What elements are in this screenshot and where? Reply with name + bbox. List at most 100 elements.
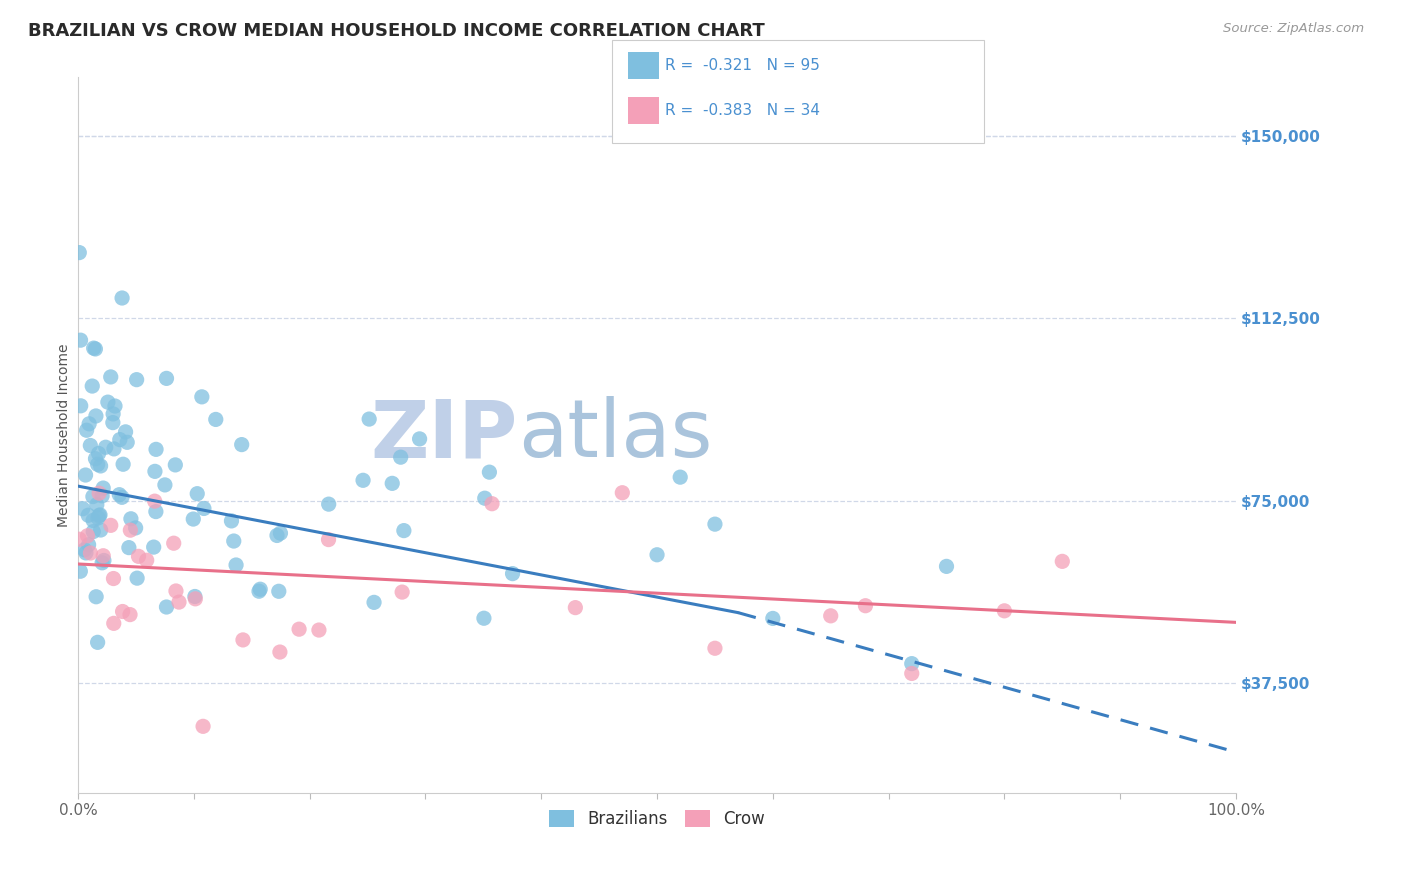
Point <box>91 549 114 563</box>
Point <box>90 458 112 473</box>
Point <box>69 564 91 578</box>
Point <box>101 416 124 430</box>
Point <box>103 616 125 631</box>
Point <box>478 465 501 479</box>
Point <box>1052 554 1074 568</box>
Point <box>86 498 108 512</box>
Point <box>79 438 101 452</box>
Point <box>167 595 190 609</box>
Point <box>111 605 134 619</box>
Point <box>67 533 90 547</box>
Point <box>155 600 177 615</box>
Point <box>90 523 112 537</box>
Point <box>77 538 100 552</box>
Text: R =  -0.321   N = 95: R = -0.321 N = 95 <box>665 58 820 73</box>
Point <box>502 566 524 581</box>
Point <box>900 657 922 671</box>
Point <box>84 409 107 423</box>
Point <box>142 540 165 554</box>
Point <box>389 450 412 465</box>
Point <box>564 600 586 615</box>
Point <box>231 437 253 451</box>
Point <box>391 585 413 599</box>
Point <box>669 470 692 484</box>
Point <box>120 523 142 537</box>
Point <box>125 373 148 387</box>
Point <box>993 604 1015 618</box>
Point <box>191 719 214 733</box>
Point <box>89 508 111 523</box>
Point <box>73 542 96 557</box>
Point <box>318 533 340 547</box>
Point <box>181 512 204 526</box>
Point <box>93 553 115 567</box>
Point <box>124 521 146 535</box>
Point <box>87 486 110 500</box>
Point <box>472 611 495 625</box>
Point <box>84 451 107 466</box>
Point <box>288 622 311 636</box>
Point <box>120 512 142 526</box>
Point <box>135 553 157 567</box>
Point <box>269 645 291 659</box>
Point <box>186 486 208 500</box>
Point <box>128 549 150 564</box>
Point <box>118 541 141 555</box>
Point <box>267 584 290 599</box>
Point <box>820 608 842 623</box>
Point <box>269 526 291 541</box>
Point <box>89 508 111 522</box>
Point <box>91 489 114 503</box>
Point <box>184 590 207 604</box>
Point <box>127 571 149 585</box>
Point <box>75 468 97 483</box>
Point <box>82 524 104 539</box>
Point <box>97 395 120 409</box>
Text: BRAZILIAN VS CROW MEDIAN HOUSEHOLD INCOME CORRELATION CHART: BRAZILIAN VS CROW MEDIAN HOUSEHOLD INCOM… <box>28 22 765 40</box>
Point <box>249 582 271 597</box>
Point <box>221 514 243 528</box>
Point <box>115 435 138 450</box>
Point <box>762 611 785 625</box>
Point <box>118 607 141 622</box>
Point <box>87 511 110 525</box>
Point <box>82 379 104 393</box>
Point <box>69 399 91 413</box>
Point <box>101 407 124 421</box>
Text: ZIP: ZIP <box>371 396 517 474</box>
Point <box>82 513 104 527</box>
Point <box>232 632 254 647</box>
Point <box>84 590 107 604</box>
Point <box>69 333 91 347</box>
Point <box>111 291 134 305</box>
Point <box>103 572 125 586</box>
Point <box>645 548 668 562</box>
Point <box>612 485 634 500</box>
Point <box>408 432 430 446</box>
Point <box>111 491 134 505</box>
Point <box>184 591 207 606</box>
Point <box>247 584 270 599</box>
Point <box>145 442 167 457</box>
Point <box>91 556 114 570</box>
Point <box>104 399 127 413</box>
Point <box>935 559 957 574</box>
Point <box>77 508 100 523</box>
Point <box>87 446 110 460</box>
Point <box>82 490 104 504</box>
Point <box>86 458 108 472</box>
Point <box>165 458 187 472</box>
Point <box>225 558 247 572</box>
Point <box>193 501 215 516</box>
Point <box>91 481 114 495</box>
Y-axis label: Median Household Income: Median Household Income <box>58 343 72 527</box>
Point <box>79 546 101 560</box>
Text: Source: ZipAtlas.com: Source: ZipAtlas.com <box>1223 22 1364 36</box>
Point <box>86 635 108 649</box>
Point <box>114 425 136 439</box>
Point <box>143 464 166 478</box>
Point <box>108 433 131 447</box>
Point <box>84 342 107 356</box>
Point <box>900 666 922 681</box>
Point <box>481 497 503 511</box>
